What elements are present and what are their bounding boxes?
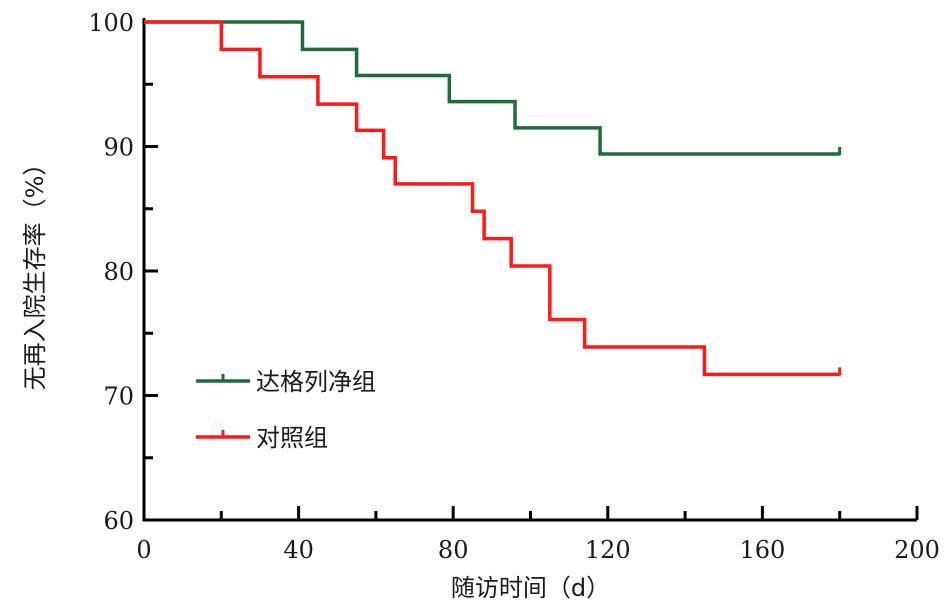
x-tick-label: 40 — [283, 536, 314, 564]
y-tick-label: 60 — [103, 507, 134, 535]
legend-label-0: 达格列净组 — [256, 368, 376, 396]
x-tick-label: 0 — [136, 536, 151, 564]
legend-label-1: 对照组 — [256, 424, 328, 452]
tick-labels: 0 40 80 120 160 200 60 70 80 90 100 — [88, 9, 940, 564]
x-tick-label: 200 — [894, 536, 940, 564]
y-tick-label: 80 — [103, 258, 134, 286]
y-axis-title: 无再入院生存率（%） — [21, 152, 49, 391]
x-tick-label: 80 — [438, 536, 469, 564]
y-tick-label: 70 — [103, 383, 134, 411]
series-group — [144, 20, 842, 377]
x-tick-label: 120 — [585, 536, 631, 564]
x-tick-label: 160 — [739, 536, 785, 564]
y-tick-label: 100 — [88, 9, 134, 37]
y-tick-label: 90 — [103, 134, 134, 162]
series-line-0 — [144, 20, 840, 156]
series-line-1 — [144, 20, 840, 377]
x-axis-title: 随访时间（d） — [451, 574, 610, 602]
